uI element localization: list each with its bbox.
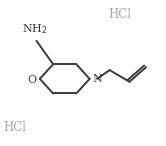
- Text: O: O: [28, 75, 37, 85]
- Text: NH$_2$: NH$_2$: [22, 23, 48, 36]
- Text: N: N: [93, 74, 102, 84]
- Text: HCl: HCl: [3, 120, 26, 134]
- Text: HCl: HCl: [108, 8, 131, 21]
